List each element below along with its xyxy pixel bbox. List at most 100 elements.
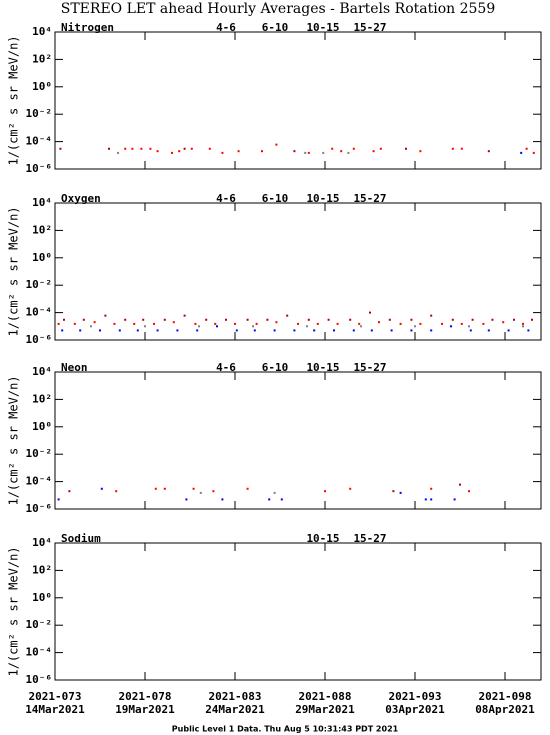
data-point — [149, 147, 152, 150]
page-title: STEREO LET ahead Hourly Averages - Barte… — [61, 1, 496, 17]
data-point — [68, 490, 71, 493]
legend-entry: 10-15 — [306, 192, 339, 205]
data-point — [388, 318, 391, 321]
data-point — [176, 329, 179, 332]
x-tick-label: 2021-073 — [29, 690, 82, 703]
legend-entry: 4-6 — [216, 192, 236, 205]
data-point — [196, 329, 199, 332]
y-tick-label: 10⁴ — [32, 536, 52, 549]
data-point — [212, 490, 215, 493]
legend-entry: 6-10 — [262, 361, 289, 374]
data-point — [333, 329, 335, 332]
data-point — [451, 147, 454, 150]
data-point — [352, 329, 355, 332]
legend-entry: 4-6 — [216, 361, 236, 374]
data-point — [124, 318, 127, 321]
y-tick-label: 10² — [32, 563, 52, 576]
x-tick-label: 2021-078 — [119, 690, 172, 703]
data-point — [372, 150, 375, 153]
data-point — [153, 322, 155, 325]
data-point — [79, 329, 82, 332]
data-point — [57, 322, 60, 325]
data-point — [57, 498, 60, 501]
y-tick-label: 10² — [32, 52, 52, 65]
y-tick-label: 10⁴ — [32, 365, 52, 378]
data-point — [93, 321, 96, 324]
data-point — [253, 329, 256, 332]
data-point — [419, 150, 422, 153]
data-point — [178, 150, 181, 153]
data-point — [424, 498, 427, 501]
data-point — [313, 329, 316, 332]
data-point — [430, 487, 433, 490]
legend-entry: 10-15 — [306, 21, 339, 34]
data-point — [273, 491, 276, 494]
legend-entry: 6-10 — [262, 192, 289, 205]
data-point — [304, 151, 307, 154]
data-point — [205, 318, 208, 321]
y-tick-label: 10⁻⁶ — [26, 333, 53, 346]
x-tick-date: 19Mar2021 — [115, 703, 175, 716]
data-point — [82, 318, 85, 321]
data-point — [324, 490, 326, 493]
data-point — [469, 329, 472, 332]
data-point — [460, 147, 463, 150]
x-tick-label: 2021-093 — [389, 690, 442, 703]
data-point — [369, 311, 371, 314]
y-tick-label: 10⁻⁶ — [26, 673, 53, 686]
data-point — [419, 322, 422, 325]
plot-frame — [54, 371, 542, 510]
data-point — [261, 150, 263, 153]
data-point — [507, 329, 510, 332]
data-point — [133, 322, 136, 325]
y-axis-label: 1/(cm² s sr MeV/n) — [7, 546, 21, 676]
data-point — [275, 321, 278, 324]
data-point — [399, 322, 402, 325]
legend-entry: 15-27 — [353, 532, 386, 545]
data-point — [63, 318, 65, 321]
data-point — [246, 318, 249, 321]
data-point — [482, 322, 485, 325]
data-point — [225, 318, 227, 321]
legend-entry: 6-10 — [262, 21, 289, 34]
x-tick-date: 29Mar2021 — [295, 703, 355, 716]
data-point — [154, 487, 157, 490]
legend-entry: 10-15 — [306, 361, 339, 374]
data-point — [487, 150, 490, 153]
data-point — [531, 318, 533, 321]
data-point — [252, 325, 254, 328]
data-point — [280, 498, 283, 501]
data-point — [100, 487, 103, 490]
data-point — [115, 490, 118, 493]
data-point — [194, 322, 197, 325]
y-axis-label: 1/(cm² s sr MeV/n) — [7, 375, 21, 505]
data-point — [190, 147, 193, 150]
data-point — [491, 318, 494, 321]
data-point — [430, 314, 433, 317]
data-point — [293, 150, 296, 153]
x-tick-label: 2021-088 — [299, 690, 352, 703]
data-point — [322, 151, 325, 154]
data-point — [390, 329, 393, 332]
data-point — [163, 487, 166, 490]
data-point — [293, 329, 296, 332]
data-point — [198, 325, 200, 328]
y-tick-label: 10⁻² — [26, 278, 53, 291]
panel-title: Sodium — [61, 532, 101, 545]
data-point — [163, 318, 166, 321]
data-point — [221, 151, 224, 154]
x-tick-date: 03Apr2021 — [385, 703, 445, 716]
data-point — [297, 322, 299, 325]
data-point — [90, 325, 92, 328]
legend-entry: 4-6 — [216, 21, 236, 34]
data-point — [307, 151, 310, 154]
data-point — [405, 147, 407, 150]
footer: Public Level 1 Data. Thu Aug 5 10:31:43 … — [172, 725, 399, 734]
data-point — [349, 487, 352, 490]
data-point — [349, 318, 352, 321]
data-point — [513, 318, 515, 321]
data-point — [73, 322, 76, 325]
data-point — [331, 147, 334, 150]
data-point — [108, 147, 110, 150]
